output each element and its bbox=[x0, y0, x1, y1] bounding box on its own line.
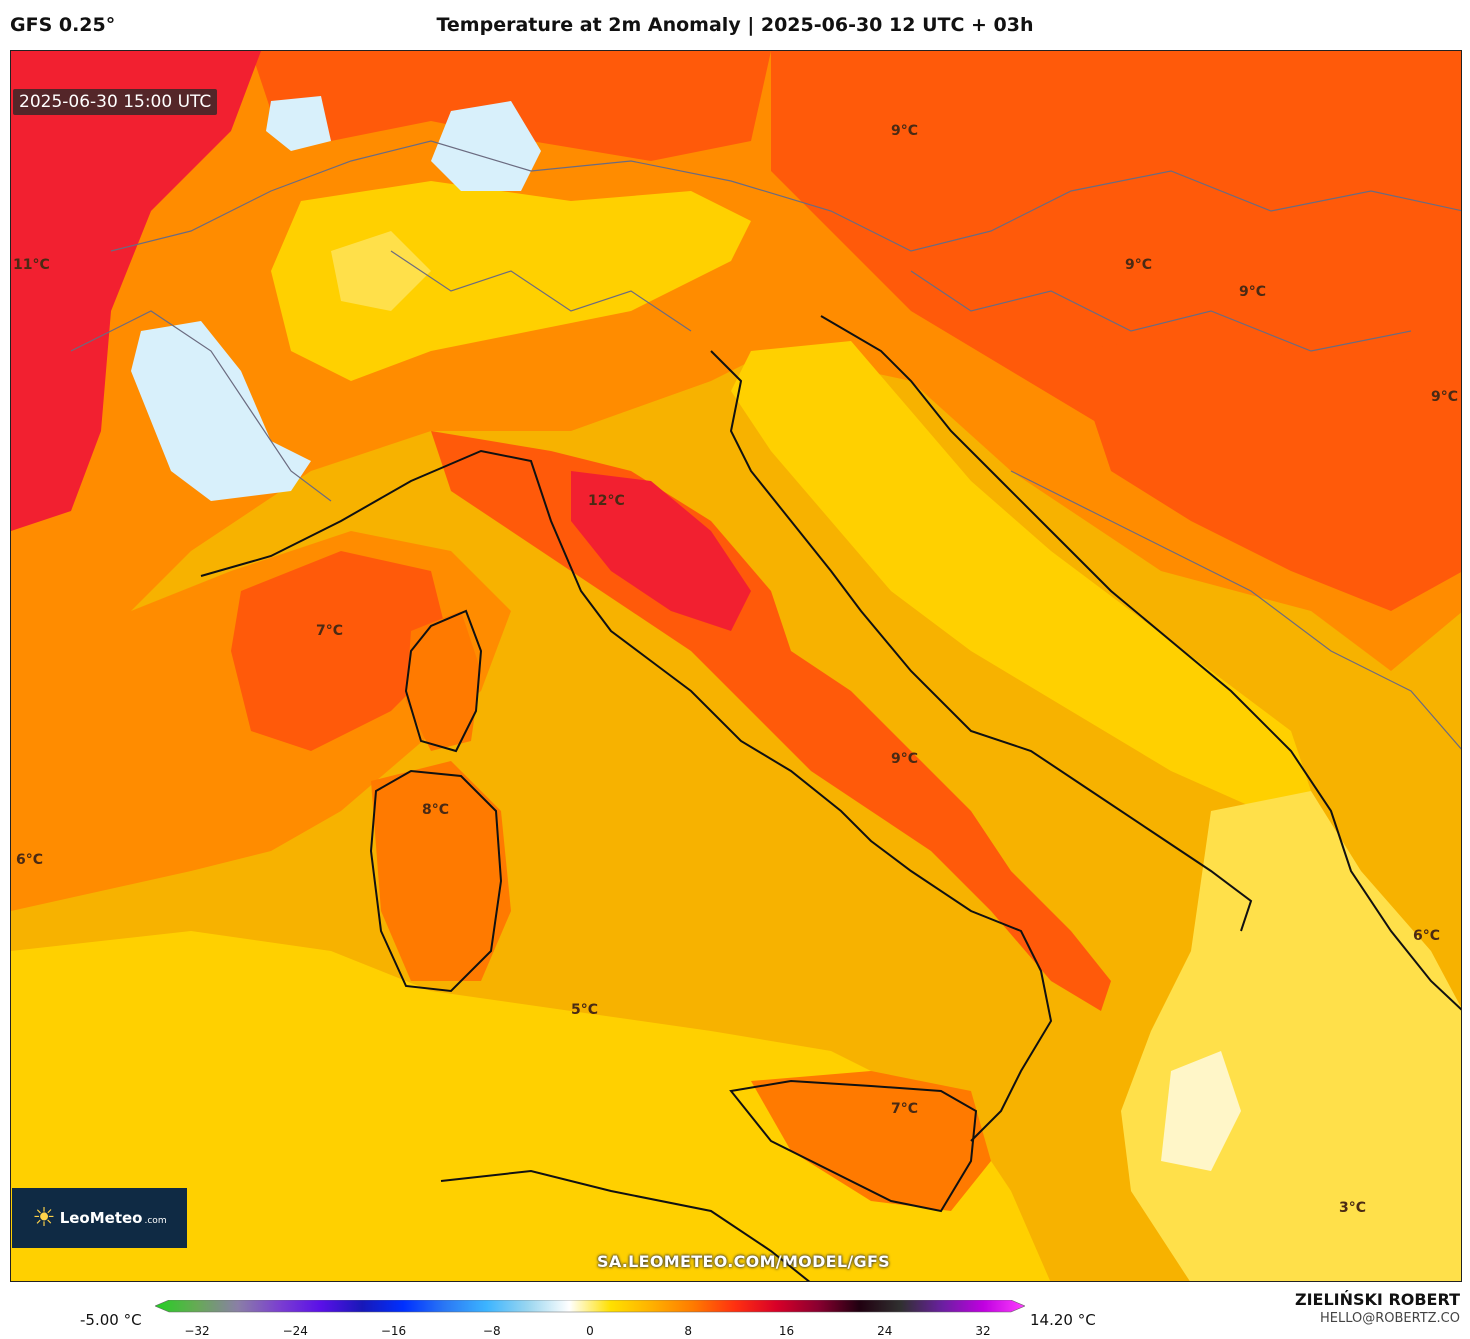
logo-suffix: .com bbox=[144, 1216, 167, 1226]
colorbar-tick-label: −32 bbox=[184, 1324, 210, 1338]
zone-cold-alps-2 bbox=[266, 96, 331, 151]
zone-veryhot-west bbox=[11, 51, 261, 531]
colorbar-gradient bbox=[155, 1300, 1025, 1313]
coastlines bbox=[200, 315, 1461, 1281]
zone-cold-alps-1 bbox=[431, 101, 541, 191]
temp-label: 6°C bbox=[16, 852, 44, 868]
temp-label: 9°C bbox=[891, 123, 919, 139]
zone-cold-west-alps bbox=[131, 321, 311, 501]
temp-label: 6°C bbox=[1413, 928, 1441, 944]
colorbar-tick-label: −8 bbox=[482, 1324, 501, 1338]
zone-veryhot-tuscany bbox=[571, 471, 751, 631]
author-email[interactable]: HELLO@ROBERTZ.CO bbox=[1319, 1311, 1460, 1326]
colorbar-tick-label: 8 bbox=[684, 1324, 693, 1338]
zone-cool-adriatic bbox=[731, 341, 1311, 811]
map-title: Temperature at 2m Anomaly | 2025-06-30 1… bbox=[436, 14, 1034, 36]
zone-hot-sardinia bbox=[371, 761, 511, 981]
temp-label: 11°C bbox=[13, 257, 50, 273]
colorbar-tick-label: 32 bbox=[975, 1324, 991, 1338]
temp-label: 9°C bbox=[1431, 389, 1459, 405]
temp-label: 7°C bbox=[891, 1101, 919, 1117]
zone-hot-corsica bbox=[406, 611, 481, 751]
model-name: GFS 0.25° bbox=[10, 14, 116, 36]
sun-icon: ☀ bbox=[32, 1203, 56, 1233]
zone-hot-apennines bbox=[431, 431, 1111, 1011]
author-name: ZIELIŃSKI ROBERT bbox=[1294, 1290, 1460, 1309]
zone-hot-balkans bbox=[1071, 331, 1461, 611]
valid-time-badge: 2025-06-30 15:00 UTC bbox=[13, 89, 218, 115]
source-url[interactable]: SA.LEOMETEO.COM/MODEL/GFS bbox=[597, 1252, 890, 1271]
temp-label: 9°C bbox=[1125, 257, 1153, 273]
colorbar-max-label: 14.20 °C bbox=[1030, 1311, 1096, 1329]
colorbar-tick-label: 24 bbox=[877, 1324, 893, 1338]
temp-label: 5°C bbox=[571, 1002, 599, 1018]
temp-label: 12°C bbox=[588, 493, 625, 509]
zone-hot-sicily bbox=[751, 1071, 991, 1211]
borders bbox=[70, 140, 1461, 750]
zone-pale-ionian-core bbox=[1161, 1051, 1241, 1171]
colorbar bbox=[155, 1300, 1025, 1313]
colorbar-min-label: -5.00 °C bbox=[80, 1311, 142, 1329]
colorbar-tick-label: 0 bbox=[586, 1324, 594, 1338]
anomaly-field bbox=[11, 51, 1461, 1281]
zone-cool-tyrrhenian bbox=[11, 931, 1051, 1281]
temp-label: 9°C bbox=[1239, 284, 1267, 300]
temp-label: 8°C bbox=[422, 802, 450, 818]
colorbar-tick-label: −16 bbox=[380, 1324, 407, 1338]
temp-label: 7°C bbox=[316, 623, 344, 639]
colorbar-tick-label: −24 bbox=[282, 1324, 308, 1338]
zone-hot-gulf-lion bbox=[231, 551, 451, 751]
zone-pale-po bbox=[331, 231, 431, 311]
temp-label: 9°C bbox=[891, 751, 919, 767]
logo-brand: LeoMeteo bbox=[59, 1209, 143, 1227]
temp-label: 3°C bbox=[1339, 1200, 1367, 1216]
temperature-anomaly-map[interactable]: 2025-06-30 15:00 UTC 11°C 9°C 9°C 9°C 9°… bbox=[10, 50, 1462, 1282]
author-credit: ZIELIŃSKI ROBERT HELLO@ROBERTZ.CO bbox=[1295, 1290, 1460, 1326]
colorbar-tick-label: 16 bbox=[778, 1324, 795, 1338]
leometeo-logo[interactable]: ☀ LeoMeteo .com bbox=[12, 1188, 187, 1248]
